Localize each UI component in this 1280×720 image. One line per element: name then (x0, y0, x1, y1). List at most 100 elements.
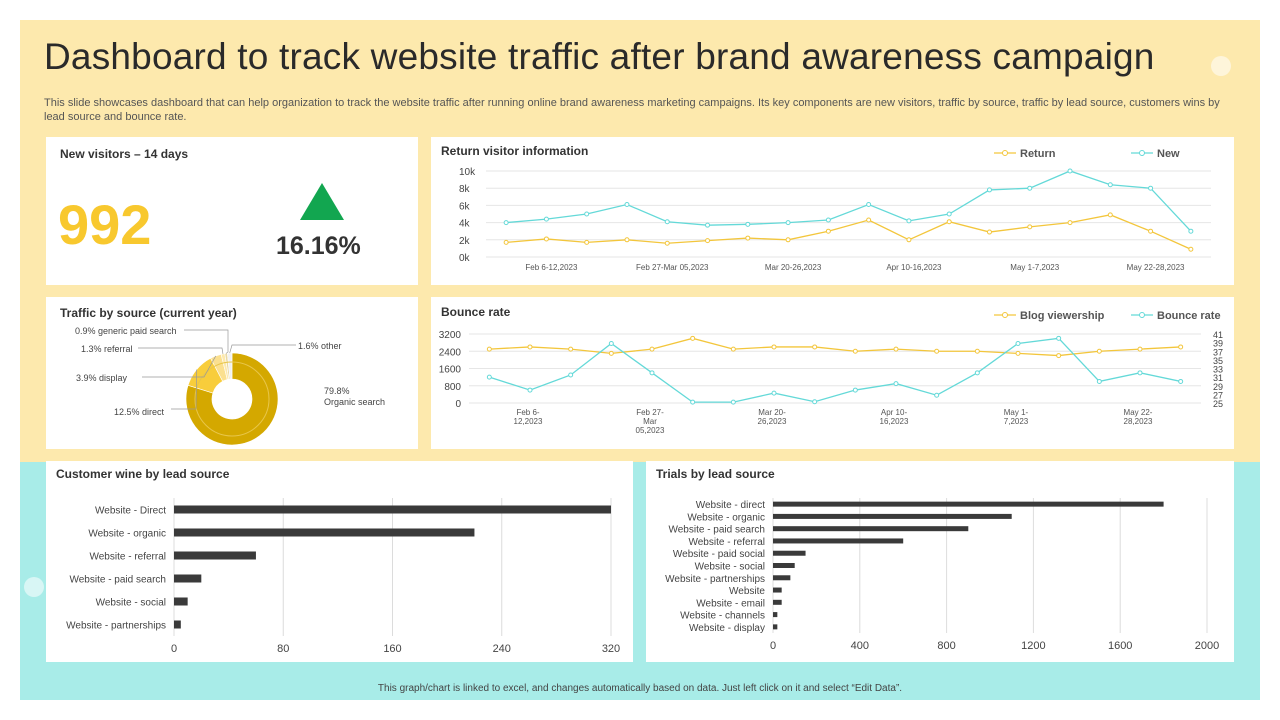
data-point (705, 222, 711, 228)
category-label: Website - social (96, 598, 166, 609)
data-point (1137, 346, 1143, 352)
traffic-source-panel[interactable]: Traffic by source (current year) 79.8% Or… (46, 297, 418, 449)
x-tick-label: 0 (171, 643, 177, 655)
data-point (1137, 370, 1143, 376)
data-point (1056, 353, 1062, 359)
x-tick-label: Mar 20-26,2023 (765, 263, 822, 272)
x-tick-label: Mar 20- (758, 408, 786, 417)
data-point (812, 344, 818, 350)
data-point (986, 187, 992, 193)
y-right-tick-label: 35 (1213, 356, 1223, 366)
data-point (771, 390, 777, 396)
data-point (690, 335, 696, 341)
x-tick-label: 0 (770, 640, 776, 652)
return-visitor-chart[interactable]: 0k 2k 4k 6k 8k 10k Feb 6-12,2023 Feb 27-Mar 05,… (431, 137, 1234, 285)
bar (174, 505, 611, 514)
data-point (1067, 220, 1073, 226)
up-arrow-icon (300, 183, 344, 220)
data-point (1178, 344, 1184, 350)
x-tick-label: May 1-7,2023 (1010, 263, 1059, 272)
data-point (974, 370, 980, 376)
return-visitor-title: Return visitor information (441, 144, 589, 158)
bar (773, 526, 969, 532)
category-label: Website - paid search (668, 525, 765, 536)
slice-label: Organic search (324, 397, 385, 407)
category-label: Website - email (696, 598, 765, 609)
x-tick-label: May 1- (1004, 408, 1029, 417)
x-tick-label: 28,2023 (1124, 417, 1153, 426)
category-label: Website - display (689, 623, 765, 634)
x-tick-label: Feb 6- (516, 408, 539, 417)
x-tick-label: Feb 27-Mar 05,2023 (636, 263, 709, 272)
data-point (649, 346, 655, 352)
leader-line (229, 344, 296, 354)
customer-wins-title: Customer wine by lead source (56, 467, 230, 481)
y-tick-label: 4k (459, 219, 471, 230)
data-point (974, 348, 980, 354)
footer-note: This graph/chart is linked to excel, and… (377, 683, 903, 694)
x-tick-label: 05,2023 (636, 426, 665, 435)
category-label: Website - social (695, 562, 765, 573)
trials-panel[interactable]: Trials by lead source 0 400 800 1200 1600 200… (646, 461, 1234, 662)
x-tick-label: 16,2023 (880, 417, 909, 426)
category-label: Website - organic (88, 529, 166, 540)
y-left-tick-label: 1600 (439, 365, 462, 376)
data-point (568, 346, 574, 352)
data-point (934, 392, 940, 398)
data-point (946, 219, 952, 225)
y-tick-label: 6k (459, 201, 471, 212)
x-tick-label: 800 (937, 640, 955, 652)
data-point (866, 217, 872, 223)
data-point (527, 387, 533, 393)
data-point (1107, 212, 1113, 218)
data-point (608, 350, 614, 356)
customer-wins-panel[interactable]: Customer wine by lead source 0 80 160 240 32… (46, 461, 633, 662)
trials-title: Trials by lead source (656, 467, 775, 481)
data-point (852, 387, 858, 393)
legend-label: Bounce rate (1157, 310, 1221, 322)
traffic-source-title: Traffic by source (current year) (60, 306, 237, 320)
slice-label: 0.9% generic paid search (75, 326, 177, 336)
leader-line (138, 347, 224, 354)
series-line (489, 337, 1181, 357)
customer-wins-chart[interactable]: 0 80 160 240 320 Website - Direct Website - or… (46, 461, 633, 662)
bounce-rate-panel[interactable]: Bounce rate 0 800 1600 2400 3200 25 27 29 31 33 35… (431, 297, 1234, 449)
decor-circle-right (1211, 56, 1231, 76)
traffic-source-chart[interactable]: 79.8%Organic search 12.5% direct 3.9% disp… (46, 297, 418, 449)
y-right-tick-label: 41 (1213, 330, 1223, 340)
x-tick-label: 1600 (1108, 640, 1132, 652)
decor-circle-left (24, 577, 44, 597)
data-point (1015, 340, 1021, 346)
bar (773, 575, 791, 581)
y-right-tick-label: 33 (1213, 365, 1223, 375)
category-label: Website - referral (688, 537, 765, 548)
bar (174, 597, 188, 606)
leader-line (171, 369, 197, 410)
data-point (730, 399, 736, 405)
data-point (852, 348, 858, 354)
data-point (893, 346, 899, 352)
pie-slice (185, 352, 279, 446)
data-point (1056, 335, 1062, 341)
data-point (1178, 378, 1184, 384)
slice-label: 12.5% direct (114, 407, 165, 417)
data-point (1015, 350, 1021, 356)
y-right-tick-label: 39 (1213, 339, 1223, 349)
bar (773, 599, 782, 605)
x-tick-label: Mar (643, 417, 657, 426)
slice-label: 1.3% referral (81, 344, 133, 354)
x-tick-label: May 22- (1124, 408, 1153, 417)
y-right-tick-label: 25 (1213, 399, 1223, 409)
category-label: Website - Direct (95, 506, 166, 517)
return-visitor-panel[interactable]: Return visitor information 0k 2k 4k 6k 8k 10k… (431, 137, 1234, 285)
data-point (503, 239, 509, 245)
data-point (745, 235, 751, 241)
series-line-return (506, 214, 1192, 250)
new-visitors-change: 16.16% (276, 232, 361, 260)
data-point (986, 229, 992, 235)
data-point (1148, 228, 1154, 234)
new-visitors-panel[interactable]: New visitors – 14 days 992 16.16% (46, 137, 418, 285)
slice-label: 1.6% other (298, 341, 342, 351)
